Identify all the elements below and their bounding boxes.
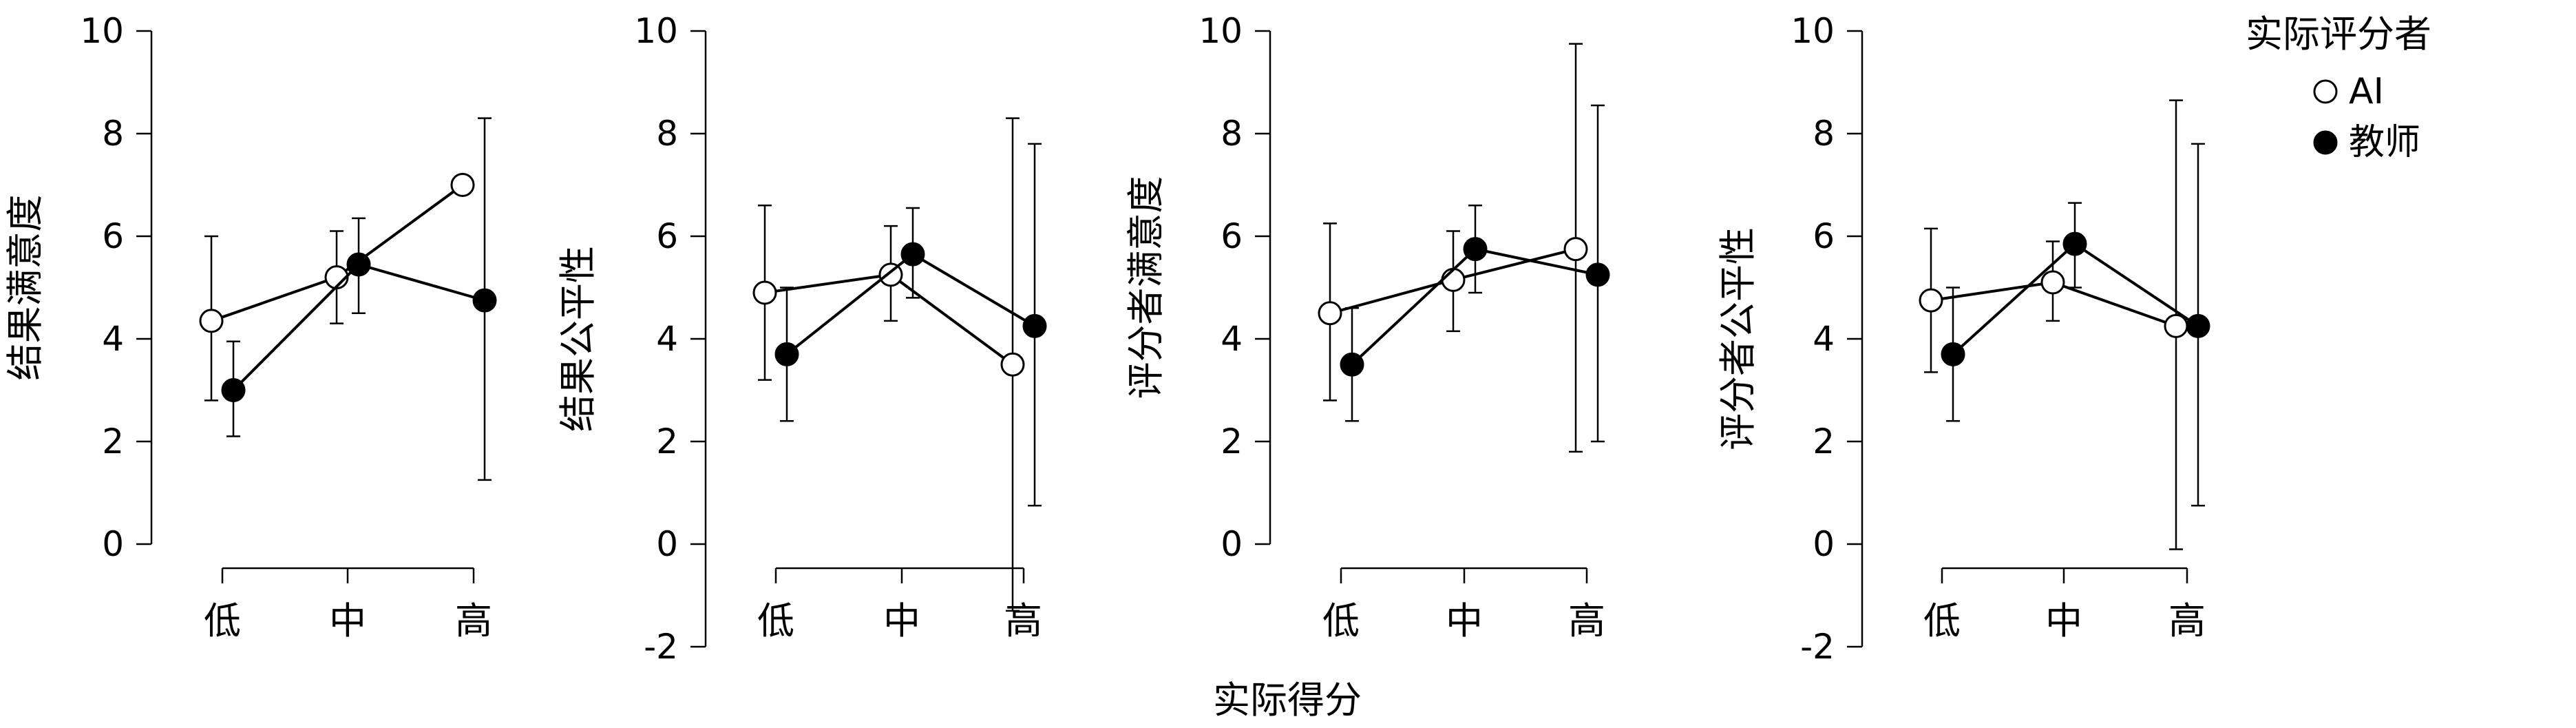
y-tick-label: 10 bbox=[1199, 11, 1243, 51]
series-line bbox=[764, 273, 1014, 366]
data-point-open-circle bbox=[2040, 270, 2065, 295]
y-axis-title: 结果公平性 bbox=[556, 246, 600, 432]
legend-item-teacher: 教师 bbox=[2313, 122, 2420, 163]
data-point-filled-circle bbox=[1022, 313, 1047, 338]
y-tick-label: -2 bbox=[644, 627, 678, 667]
y-tick-label: 8 bbox=[102, 114, 124, 154]
x-tick-label: 中 bbox=[2045, 599, 2082, 643]
legend-title: 实际评分者 bbox=[2246, 12, 2431, 56]
y-tick-label: -2 bbox=[1800, 627, 1835, 667]
x-tick-label: 低 bbox=[1322, 599, 1360, 643]
y-tick-label: 2 bbox=[1813, 422, 1835, 461]
series-teacher bbox=[774, 143, 1047, 507]
data-point-filled-circle bbox=[774, 342, 799, 366]
series-ai bbox=[752, 117, 1025, 612]
x-tick-label: 高 bbox=[455, 599, 492, 643]
x-tick-label: 低 bbox=[204, 599, 241, 643]
y-tick-label: 2 bbox=[1221, 422, 1243, 461]
data-point-open-circle bbox=[752, 280, 777, 305]
data-point-open-circle bbox=[1000, 352, 1025, 377]
y-tick-label: 0 bbox=[1221, 524, 1243, 564]
y-tick-label: 0 bbox=[102, 524, 124, 564]
data-point-open-circle bbox=[1919, 288, 1943, 313]
y-tick-label: 6 bbox=[102, 216, 124, 256]
x-tick-label: 低 bbox=[757, 599, 794, 643]
data-point-open-circle bbox=[1563, 237, 1588, 262]
series-ai bbox=[1318, 43, 1588, 453]
y-tick-label: 10 bbox=[634, 11, 678, 51]
x-tick-label: 中 bbox=[1446, 599, 1483, 643]
data-point-filled-circle bbox=[2062, 231, 2087, 256]
series-line bbox=[785, 252, 1036, 355]
y-tick-label: 4 bbox=[1221, 319, 1243, 359]
data-point-filled-circle bbox=[1463, 237, 1488, 262]
data-point-filled-circle bbox=[2186, 313, 2210, 338]
x-axis-title: 实际得分 bbox=[1213, 678, 1362, 722]
y-tick-label: 10 bbox=[1791, 11, 1835, 51]
x-tick-label: 高 bbox=[1005, 599, 1042, 643]
x-tick-label: 高 bbox=[2168, 599, 2206, 643]
data-point-filled-circle bbox=[900, 242, 925, 267]
x-tick-label: 高 bbox=[1568, 599, 1605, 643]
data-point-filled-circle bbox=[472, 288, 497, 313]
y-axis-title: 评分者满意度 bbox=[1124, 176, 1168, 399]
y-axis-title: 结果满意度 bbox=[3, 195, 47, 381]
data-point-open-circle bbox=[1441, 267, 1466, 292]
series-ai bbox=[1919, 99, 2188, 550]
series-ai bbox=[199, 173, 475, 402]
y-tick-label: 6 bbox=[1813, 216, 1835, 256]
y-tick-label: 6 bbox=[1221, 216, 1243, 256]
series-teacher bbox=[1941, 143, 2210, 507]
y-axis-title: 评分者公平性 bbox=[1716, 227, 1760, 450]
x-tick-label: 中 bbox=[883, 599, 920, 643]
y-tick-label: 10 bbox=[80, 11, 124, 51]
y-tick-label: 4 bbox=[102, 319, 124, 359]
y-tick-label: 2 bbox=[656, 422, 678, 461]
y-tick-label: 2 bbox=[102, 422, 124, 461]
legend-label-teacher: 教师 bbox=[2349, 122, 2420, 163]
data-point-filled-circle bbox=[1340, 352, 1364, 377]
data-point-filled-circle bbox=[1941, 342, 1965, 366]
y-tick-label: 8 bbox=[1221, 114, 1243, 154]
legend-item-ai: AI bbox=[2313, 71, 2384, 112]
y-tick-label: 0 bbox=[656, 524, 678, 564]
data-point-filled-circle bbox=[1585, 262, 1610, 287]
legend-open-circle-marker bbox=[2313, 79, 2338, 104]
x-tick-label: 低 bbox=[1923, 599, 1961, 643]
legend-label-ai: AI bbox=[2349, 71, 2384, 112]
x-tick-label: 中 bbox=[329, 599, 366, 643]
data-point-open-circle bbox=[450, 173, 475, 197]
y-tick-label: 6 bbox=[656, 216, 678, 256]
legend: 实际评分者 AI 教师 bbox=[2246, 12, 2431, 163]
y-tick-label: 0 bbox=[1813, 524, 1835, 564]
data-point-filled-circle bbox=[346, 252, 371, 277]
y-tick-label: 4 bbox=[656, 319, 678, 359]
data-point-open-circle bbox=[878, 262, 903, 287]
series-teacher bbox=[221, 117, 497, 481]
data-point-open-circle bbox=[2164, 313, 2188, 338]
data-point-filled-circle bbox=[221, 378, 246, 402]
y-tick-label: 4 bbox=[1813, 319, 1835, 359]
series-teacher bbox=[1340, 104, 1610, 443]
data-point-open-circle bbox=[1318, 301, 1342, 326]
legend-filled-circle-marker bbox=[2313, 130, 2338, 155]
data-point-open-circle bbox=[199, 309, 224, 333]
y-tick-label: 8 bbox=[1813, 114, 1835, 154]
y-tick-label: 8 bbox=[656, 114, 678, 154]
